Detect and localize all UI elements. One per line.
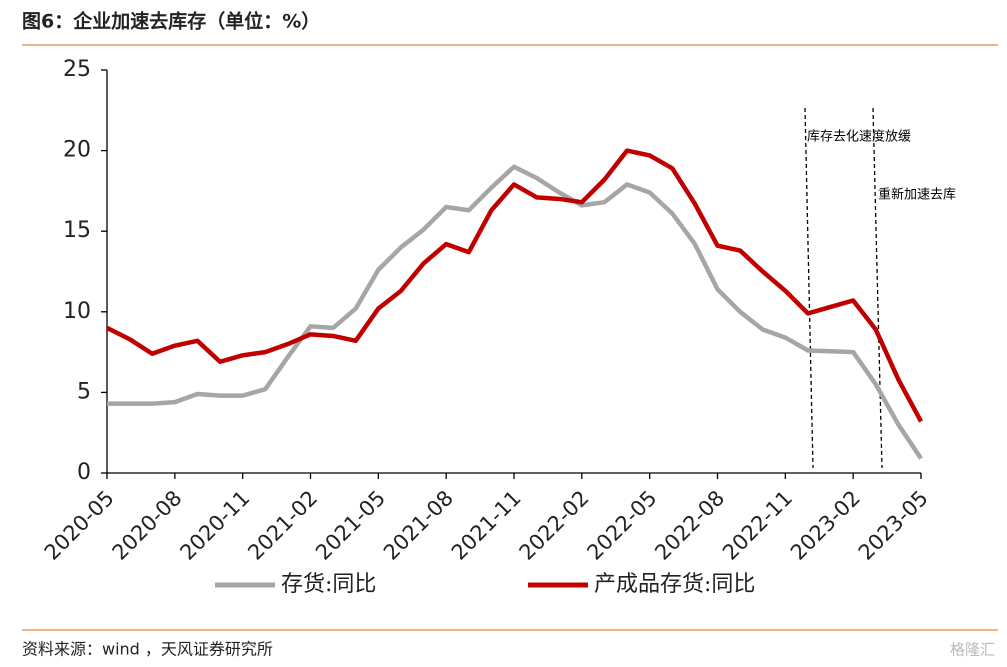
source: 资料来源：wind ，天风证券研究所 xyxy=(22,640,273,659)
x-tick-label: 2020-11 xyxy=(175,486,254,565)
x-tick-label: 2020-05 xyxy=(40,486,119,565)
annotation-line xyxy=(872,107,883,469)
x-tick-label: 2022-11 xyxy=(718,486,797,565)
legend-label: 存货:同比 xyxy=(281,572,376,597)
series-line xyxy=(107,164,923,460)
x-tick-label: 2023-02 xyxy=(786,486,865,565)
x-tick-label: 2021-11 xyxy=(447,486,526,565)
x-tick-label: 2021-05 xyxy=(311,486,390,565)
legend-label: 产成品存货:同比 xyxy=(594,572,755,597)
x-tick-label: 2022-08 xyxy=(650,486,729,565)
y-tick-label: 25 xyxy=(63,57,91,82)
chart-title: 图6：企业加速去库存（单位：%） xyxy=(22,10,320,33)
x-tick-label: 2022-02 xyxy=(515,486,594,565)
series-line xyxy=(105,148,923,423)
x-tick-label: 2020-08 xyxy=(108,486,187,565)
x-tick-label: 2023-05 xyxy=(854,486,933,565)
annotation: 重新加速去库 xyxy=(878,187,956,203)
x-tick-label: 2021-08 xyxy=(379,486,458,565)
x-tick-label: 2021-02 xyxy=(243,486,322,565)
x-tick-label: 2022-05 xyxy=(582,486,661,565)
y-tick-label: 15 xyxy=(63,218,91,243)
annotation: 库存去化速度放缓 xyxy=(807,129,911,145)
y-tick-label: 5 xyxy=(77,379,91,404)
y-tick-label: 0 xyxy=(77,460,91,485)
watermark: 格隆汇 xyxy=(950,641,995,659)
y-tick-label: 20 xyxy=(63,138,91,163)
annotation-line xyxy=(804,107,814,469)
y-tick-label: 10 xyxy=(63,299,91,324)
